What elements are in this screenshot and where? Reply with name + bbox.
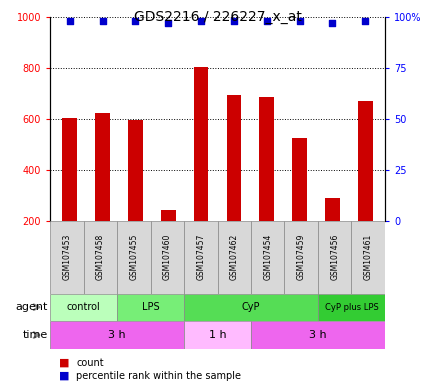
Text: GSM107461: GSM107461	[363, 234, 372, 280]
Point	[328, 20, 335, 26]
Text: ■: ■	[59, 371, 69, 381]
Point	[132, 18, 138, 25]
Text: GSM107455: GSM107455	[129, 234, 138, 280]
Text: agent: agent	[16, 302, 48, 312]
Text: GSM107460: GSM107460	[162, 234, 171, 280]
Text: count: count	[76, 358, 104, 368]
Text: control: control	[66, 302, 100, 312]
Bar	[217, 221, 250, 294]
Bar	[50, 321, 184, 349]
Point	[361, 18, 368, 25]
Bar	[128, 120, 142, 221]
Point	[296, 18, 302, 25]
Text: GSM107457: GSM107457	[196, 234, 205, 280]
Text: GSM107456: GSM107456	[329, 234, 339, 280]
Text: GSM107462: GSM107462	[229, 234, 238, 280]
Text: 1 h: 1 h	[208, 330, 226, 340]
Text: CyP plus LPS: CyP plus LPS	[324, 303, 378, 312]
Point	[164, 20, 171, 26]
Bar	[259, 97, 273, 221]
Bar	[317, 294, 384, 321]
Bar	[150, 221, 184, 294]
Text: CyP: CyP	[241, 302, 260, 312]
Bar	[117, 294, 184, 321]
Text: 3 h: 3 h	[108, 330, 125, 340]
Point	[66, 18, 73, 25]
Bar	[250, 221, 284, 294]
Bar	[117, 221, 150, 294]
Bar	[351, 221, 384, 294]
Text: GSM107459: GSM107459	[296, 234, 305, 280]
Bar	[95, 113, 110, 221]
Bar	[226, 95, 241, 221]
Bar	[184, 221, 217, 294]
Bar	[317, 221, 351, 294]
Bar	[250, 321, 384, 349]
Bar	[83, 221, 117, 294]
Bar	[161, 210, 175, 221]
Bar	[184, 321, 250, 349]
Bar	[357, 101, 372, 221]
Bar	[50, 221, 83, 294]
Text: GSM107453: GSM107453	[62, 234, 71, 280]
Bar	[193, 67, 208, 221]
Text: GDS2216 / 226227_x_at: GDS2216 / 226227_x_at	[133, 10, 301, 23]
Point	[230, 18, 237, 25]
Text: 3 h: 3 h	[309, 330, 326, 340]
Text: LPS: LPS	[141, 302, 159, 312]
Text: percentile rank within the sample: percentile rank within the sample	[76, 371, 240, 381]
Text: time: time	[23, 330, 48, 340]
Point	[263, 18, 270, 25]
Text: ■: ■	[59, 358, 69, 368]
Bar	[292, 137, 306, 221]
Bar	[284, 221, 317, 294]
Bar	[324, 198, 339, 221]
Point	[197, 18, 204, 25]
Bar	[62, 118, 77, 221]
Point	[99, 18, 106, 25]
Text: GSM107454: GSM107454	[263, 234, 272, 280]
Text: GSM107458: GSM107458	[95, 234, 105, 280]
Bar	[50, 294, 117, 321]
Bar	[184, 294, 317, 321]
